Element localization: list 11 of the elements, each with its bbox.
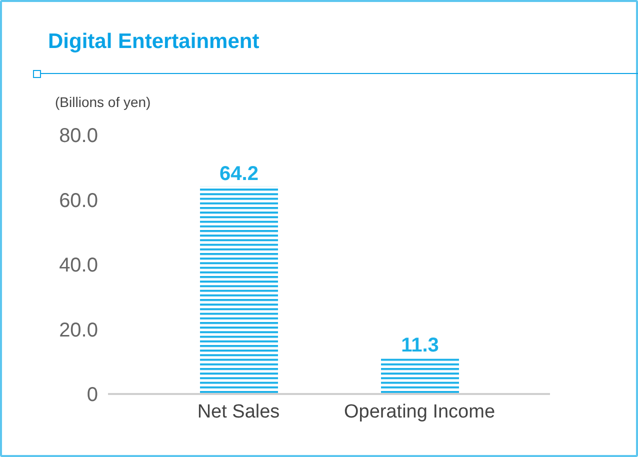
x-tick-label: Net Sales: [197, 401, 280, 422]
chart-title: Digital Entertainment: [48, 30, 260, 54]
data-label: 64.2: [220, 163, 258, 186]
y-tick-label: 80.0: [59, 125, 98, 148]
y-tick-label: 40.0: [59, 254, 98, 277]
y-tick-label: 60.0: [59, 190, 98, 212]
y-tick-label: 20.0: [59, 319, 98, 342]
y-tick-label: 0: [86, 384, 98, 406]
x-tick-label: Operating Income: [344, 401, 496, 422]
y-axis-title: (Billions of yen): [55, 94, 151, 110]
data-label: 11.3: [401, 334, 439, 356]
